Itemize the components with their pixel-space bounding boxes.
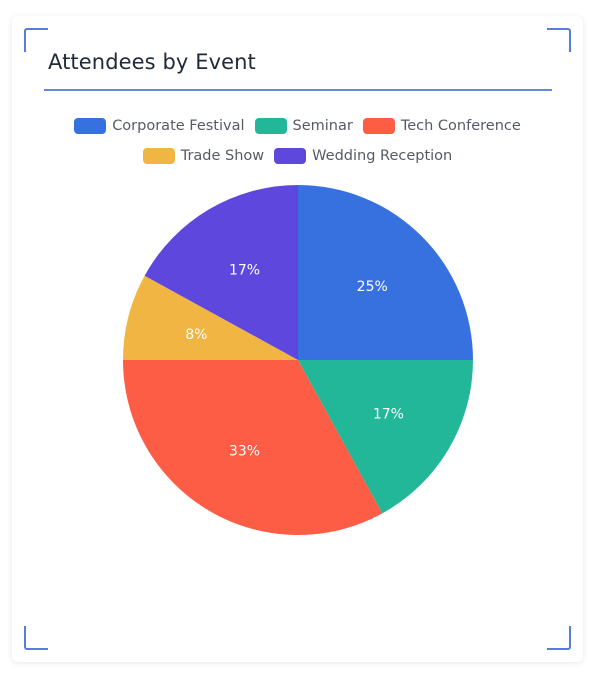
legend-label: Tech Conference	[400, 118, 521, 134]
legend-swatch	[254, 118, 287, 134]
pie-chart: 25% 17% 33% 8% 17%	[123, 185, 473, 535]
legend-item-corporate-festival[interactable]: Corporate Festival	[74, 118, 245, 134]
slice-label-corporate-festival: 25%	[357, 279, 388, 295]
corner-bottom-left	[24, 626, 48, 650]
legend-swatch	[74, 118, 107, 134]
legend-item-seminar[interactable]: Seminar	[254, 118, 353, 134]
chart-card: Attendees by Event Corporate Festival Se…	[12, 16, 583, 662]
chart-legend: Corporate Festival Seminar Tech Conferen…	[12, 114, 583, 174]
corner-top-left	[24, 28, 48, 52]
title-divider	[44, 89, 552, 91]
chart-title: Attendees by Event	[48, 50, 256, 74]
legend-label: Corporate Festival	[112, 118, 245, 134]
legend-item-tech-conference[interactable]: Tech Conference	[362, 118, 521, 134]
legend-item-trade-show[interactable]: Trade Show	[142, 148, 265, 164]
legend-label: Wedding Reception	[312, 148, 453, 164]
legend-swatch	[362, 118, 395, 134]
legend-swatch	[274, 148, 307, 164]
legend-row-2: Trade Show Wedding Reception	[12, 144, 583, 168]
pie-slice-tech-conference[interactable]	[123, 360, 383, 535]
legend-swatch	[142, 148, 175, 164]
slice-label-tech-conference: 33%	[229, 443, 260, 459]
legend-label: Trade Show	[180, 148, 265, 164]
corner-bottom-right	[547, 626, 571, 650]
slice-label-wedding-reception: 17%	[229, 263, 260, 279]
pie-slice-trade-show[interactable]	[123, 275, 298, 360]
slice-label-seminar: 17%	[373, 406, 404, 422]
legend-label: Seminar	[292, 118, 353, 134]
slice-label-trade-show: 8%	[185, 327, 207, 343]
legend-item-wedding-reception[interactable]: Wedding Reception	[274, 148, 452, 164]
pie-slice-corporate-festival[interactable]	[298, 185, 473, 360]
pie-slice-seminar[interactable]	[298, 360, 473, 514]
corner-top-right	[547, 28, 571, 52]
pie-slice-wedding-reception[interactable]	[144, 185, 298, 360]
legend-row-1: Corporate Festival Seminar Tech Conferen…	[12, 114, 583, 138]
